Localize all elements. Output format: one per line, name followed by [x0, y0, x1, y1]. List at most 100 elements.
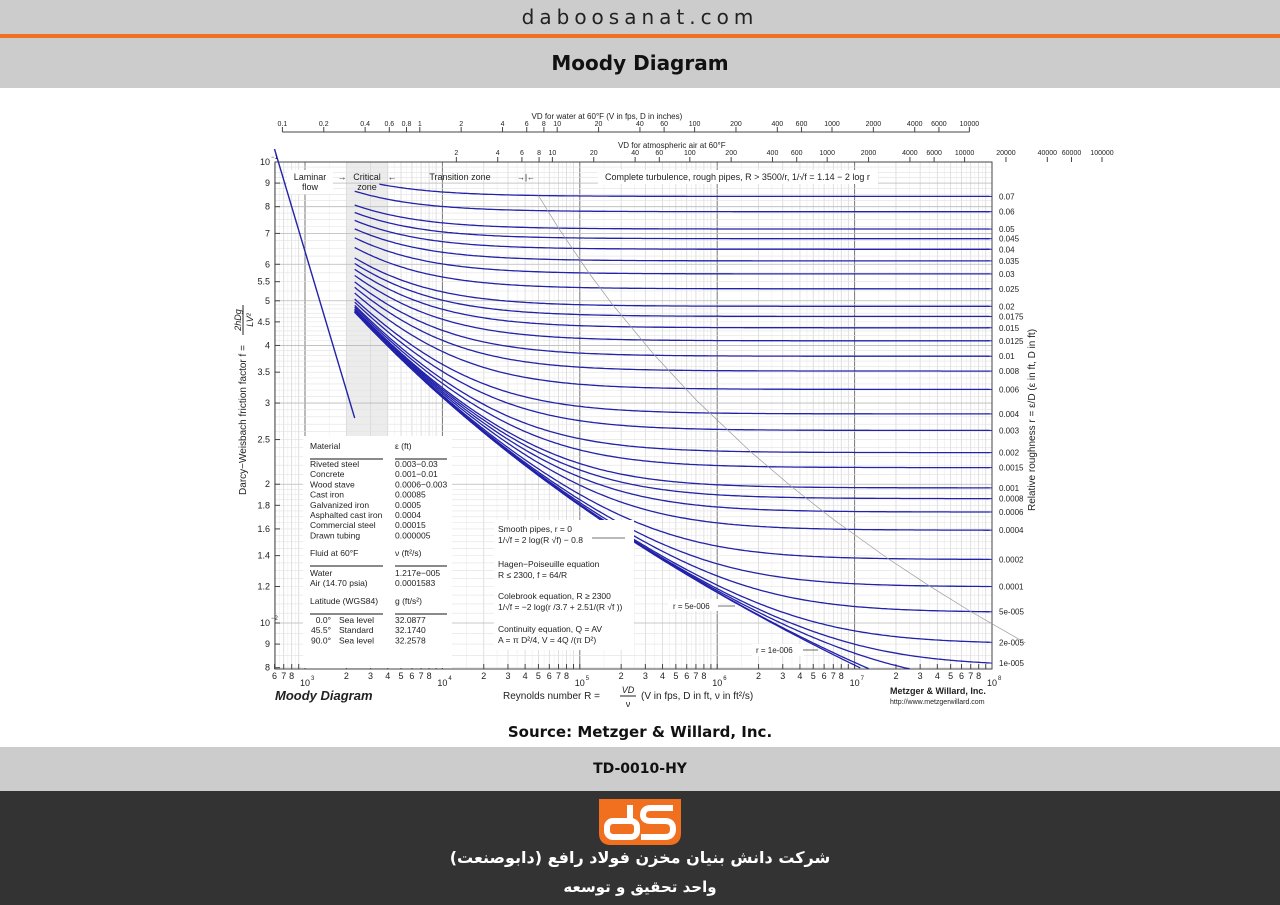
svg-text:LV²: LV² — [245, 312, 255, 327]
x-tick-exponent: 5 — [586, 676, 590, 682]
table-header: g (ft/s²) — [395, 596, 422, 606]
roughness-label: 0.0125 — [999, 337, 1024, 346]
roughness-label: 0.008 — [999, 367, 1020, 376]
inline-curve-label: r = 5e-006 — [673, 602, 710, 611]
x-tick-label: 3 — [368, 671, 373, 681]
roughness-label: 2e-005 — [999, 638, 1024, 647]
x-tick-exponent: 3 — [311, 676, 315, 682]
top-water-tick: 6000 — [931, 121, 947, 128]
y-tick-label: 1.6 — [257, 524, 270, 534]
roughness-label: 0.0001 — [999, 583, 1024, 592]
y-tick-label: 2.5 — [257, 435, 270, 445]
roughness-label: 0.015 — [999, 324, 1020, 333]
roughness-label: 0.05 — [999, 225, 1015, 234]
y-tick-label: 10 — [260, 618, 270, 628]
equation-text: 1/√f = 2 log(R √f) − 0.8 — [498, 535, 583, 545]
roughness-label: 0.03 — [999, 270, 1015, 279]
top-water-tick: 400 — [771, 121, 783, 128]
plot-frame — [274, 161, 993, 670]
top-air-tick: 10000 — [955, 150, 975, 157]
table-cell: 0.00085 — [395, 490, 426, 500]
top-air-tick: 60 — [655, 150, 663, 157]
table-cell: 0.00015 — [395, 520, 426, 530]
top-water-tick: 60 — [660, 121, 668, 128]
top-water-tick: 4000 — [907, 121, 923, 128]
table-header: ν (ft²/s) — [395, 548, 422, 558]
roughness-label: 0.025 — [999, 285, 1020, 294]
top-air-tick: 100 — [684, 150, 696, 157]
equation-text: Hagen−Poiseuille equation — [498, 559, 600, 569]
table-cell: 0.0001583 — [395, 578, 435, 588]
credit-label: Metzger & Willard, Inc. — [890, 686, 986, 696]
x-tick-label: 3 — [780, 671, 785, 681]
x-tick-exponent: 6 — [723, 676, 727, 682]
x-axis-label: Reynolds number R = — [503, 691, 600, 702]
roughness-label: 0.0175 — [999, 312, 1024, 321]
y-tick-label: 8 — [265, 663, 270, 673]
turbulence-boundary-line — [538, 195, 1026, 644]
y-tick-label: 3.5 — [257, 367, 270, 377]
svg-text:Darcy−Weisbach friction factor: Darcy−Weisbach friction factor f = — [238, 345, 249, 495]
roughness-label: 0.06 — [999, 208, 1015, 217]
table-header: Material — [310, 441, 340, 451]
x-tick-exponent: 8 — [998, 676, 1002, 682]
roughness-label: 0.0008 — [999, 495, 1024, 504]
materials-table — [303, 436, 452, 668]
equations-box — [494, 520, 634, 650]
company-name: شرکت دانش بنیان مخزن فولاد رافع (دابوصنع… — [449, 848, 831, 867]
table-header: Fluid at 60°F — [310, 548, 358, 558]
table-cell: Wood stave — [310, 479, 355, 489]
x-tick-label: 7 — [968, 671, 973, 681]
x-tick-label: 5 — [948, 671, 953, 681]
top-air-tick: 4000 — [902, 150, 918, 157]
x-tick-label: 8 — [701, 671, 706, 681]
top-air-tick: 20000 — [996, 150, 1016, 157]
top-air-tick: 2 — [454, 150, 458, 157]
top-water-tick: 10000 — [960, 121, 980, 128]
x-axis-label: ν — [626, 699, 631, 709]
y-tick-label: 4.5 — [257, 317, 270, 327]
y-tick-label: 7 — [265, 228, 270, 238]
top-water-tick: 0.1 — [278, 121, 288, 128]
svg-text:2hDg: 2hDg — [233, 309, 243, 332]
zone-laminar-label: flow — [302, 182, 319, 192]
inline-curve-label: r = 1e-006 — [756, 646, 793, 655]
roughness-label: 1e-005 — [999, 659, 1024, 668]
top-air-tick: 200 — [725, 150, 737, 157]
table-header: ε (ft) — [395, 441, 412, 451]
x-tick-label: 3 — [505, 671, 510, 681]
roughness-label: 0.0002 — [999, 555, 1024, 564]
table-cell: Commercial steel — [310, 520, 376, 530]
x-tick-label: 4 — [523, 671, 528, 681]
top-air-tick: 8 — [537, 150, 541, 157]
equation-text: R ≤ 2300, f = 64/R — [498, 570, 567, 580]
top-air-tick: 4 — [496, 150, 500, 157]
top-water-tick: 200 — [730, 121, 742, 128]
zone-critical-label: zone — [357, 182, 377, 192]
table-cell: 0.003−0.03 — [395, 459, 438, 469]
table-cell: 0.0° — [316, 615, 331, 625]
top-water-tick: 8 — [542, 121, 546, 128]
x-tick-label: 3 — [643, 671, 648, 681]
x-tick-label: 6 — [959, 671, 964, 681]
svg-text:Relative roughness r = ε/D: Relative roughness r = ε/D (ε in ft, D i… — [1027, 329, 1038, 511]
x-tick-label: 10 — [300, 678, 310, 688]
x-tick-exponent: 4 — [448, 676, 452, 682]
table-cell: Water — [310, 568, 333, 578]
top-water-tick: 0.4 — [360, 121, 370, 128]
roughness-label: 0.004 — [999, 410, 1020, 419]
zone-turbulence-label: Complete turbulence, rough pipes, R > 35… — [605, 172, 870, 182]
table-cell: Standard — [339, 625, 374, 635]
x-axis-label: (V in fps, D in ft, ν in ft²/s) — [641, 691, 753, 702]
y-tick-label: 9 — [265, 639, 270, 649]
accent-divider — [0, 34, 1280, 38]
roughness-label: 0.002 — [999, 449, 1020, 458]
chart-caption: Moody Diagram — [275, 688, 373, 703]
top-water-axis-label: VD for water at 60°F (V in fps, D in inc… — [531, 112, 682, 121]
x-tick-label: 7 — [281, 671, 286, 681]
roughness-label: 0.0015 — [999, 464, 1024, 473]
equation-text: A = π D²/4, V = 4Q /(π D²) — [498, 635, 596, 645]
top-air-tick: 10 — [548, 150, 556, 157]
top-air-tick: 600 — [791, 150, 803, 157]
x-tick-label: 8 — [564, 671, 569, 681]
